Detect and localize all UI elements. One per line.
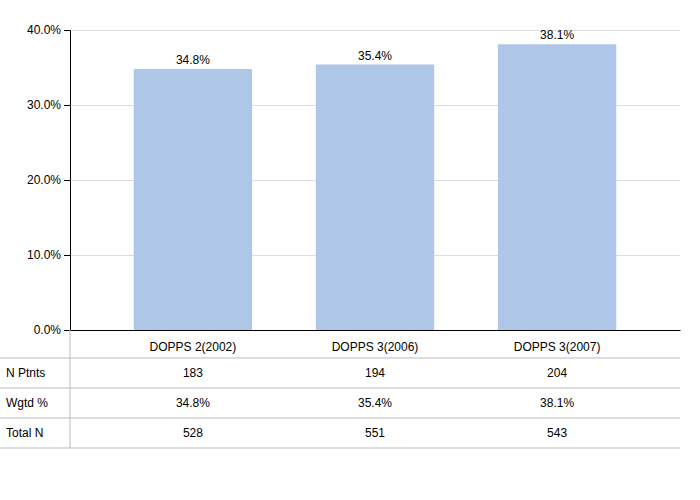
table-separator	[70, 330, 71, 448]
table-cell: 204	[547, 366, 567, 380]
y-axis: 0.0% 10.0% 20.0% 30.0% 40.0%	[27, 23, 71, 337]
y-tick-label: 10.0%	[27, 248, 61, 262]
y-tick-mark	[64, 180, 70, 181]
y-tick-mark	[64, 255, 70, 256]
table-rule	[0, 388, 680, 389]
table-cell: 551	[365, 426, 385, 440]
grid-tick	[70, 330, 680, 331]
y-tick-mark	[64, 105, 70, 106]
table-row-label: Total N	[6, 426, 43, 440]
y-tick: 30.0%	[27, 98, 70, 112]
table-cell: 35.4%	[358, 396, 392, 410]
y-tick: 10.0%	[27, 248, 70, 262]
table-rule	[0, 358, 680, 359]
y-tick-mark	[64, 30, 70, 31]
table-row-label: Wgtd %	[6, 396, 48, 410]
table-row-label: N Ptnts	[6, 366, 45, 380]
table-cell: 183	[183, 366, 203, 380]
table-rule	[0, 448, 680, 449]
table: N Ptnts 183 194 204 Wgtd % 34.8% 35.4% 38.1% Tot…	[0, 330, 680, 448]
y-tick: 40.0%	[27, 23, 70, 37]
grid-line	[70, 330, 680, 331]
grid	[70, 31, 680, 331]
x-tick-label: DOPPS 2(2002)	[150, 340, 237, 354]
y-tick-label: 30.0%	[27, 98, 61, 112]
y-tick-mark	[64, 330, 70, 331]
grid-line	[70, 30, 680, 31]
x-tick: DOPPS 3(2007)	[514, 340, 601, 354]
y-tick-label: 40.0%	[27, 23, 61, 37]
table-cell: 543	[547, 426, 567, 440]
data-labels: 34.8% 35.4% 38.1%	[176, 28, 575, 67]
table-rule	[0, 418, 680, 419]
x-tick: DOPPS 3(2006)	[332, 340, 419, 354]
data-label: 34.8%	[176, 53, 210, 67]
bar	[316, 65, 434, 331]
table-cell: 528	[183, 426, 203, 440]
y-axis-line	[64, 31, 71, 331]
data-label: 38.1%	[540, 28, 574, 42]
table-cell: 38.1%	[540, 396, 574, 410]
x-axis: DOPPS 2(2002) DOPPS 3(2006) DOPPS 3(2007)	[71, 331, 681, 354]
y-tick-label: 20.0%	[27, 173, 61, 187]
bar	[498, 44, 616, 330]
grid-tick	[70, 30, 680, 31]
bars	[134, 44, 617, 330]
y-tick-label: 0.0%	[34, 323, 62, 337]
y-tick: 0.0%	[34, 323, 70, 337]
x-tick-label: DOPPS 3(2007)	[514, 340, 601, 354]
x-tick: DOPPS 2(2002)	[150, 340, 237, 354]
plot: 0.0%10.0%20.0%30.0%40.0%DOPPS 2(2002)DOP…	[27, 23, 681, 353]
x-axis-line	[71, 330, 681, 331]
bar	[134, 69, 252, 330]
chart: 0.0%10.0%20.0%30.0%40.0%DOPPS 2(2002)DOP…	[0, 0, 700, 500]
table-cell: 194	[365, 366, 385, 380]
x-tick-label: DOPPS 3(2006)	[332, 340, 419, 354]
table-cell: 34.8%	[176, 396, 210, 410]
y-tick: 20.0%	[27, 173, 70, 187]
data-label: 35.4%	[358, 49, 392, 63]
